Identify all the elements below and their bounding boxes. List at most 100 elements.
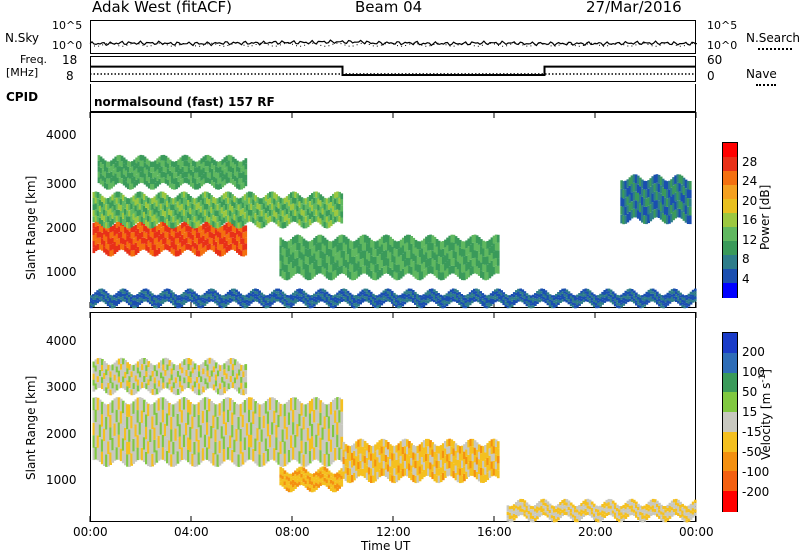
power-echo-cell: [174, 296, 177, 300]
power-echo-cell: [172, 237, 176, 244]
velocity-echo-cell: [285, 402, 289, 415]
power-echo-cell: [630, 289, 634, 292]
power-echo-cell: [124, 214, 127, 221]
power-echo-cell: [448, 266, 452, 275]
power-echo-cell: [199, 194, 203, 201]
power-echo-cell: [149, 204, 152, 211]
power-echo-cell: [111, 194, 115, 201]
power-echo-cell: [185, 243, 189, 250]
power-echo-cell: [240, 250, 243, 257]
power-echo-cell: [431, 243, 435, 251]
power-echo-cell: [329, 202, 333, 208]
velocity-echo-cell: [229, 435, 232, 448]
power-echo-cell: [235, 300, 238, 303]
power-echo-cell: [264, 207, 268, 214]
power-echo-cell: [238, 248, 241, 255]
power-echo-cell: [580, 293, 583, 297]
power-echo-cell: [580, 296, 583, 299]
power-echo-cell: [155, 243, 159, 250]
power-echo-cell: [109, 208, 112, 215]
power-echo-cell: [214, 210, 218, 217]
velocity-echo-cell: [389, 473, 392, 482]
power-echo-cell: [655, 182, 659, 192]
power-echo-cell: [170, 210, 173, 217]
velocity-echo-cell: [450, 439, 454, 447]
velocity-echo-cell: [252, 423, 255, 437]
velocity-echo-cell: [266, 398, 270, 412]
power-echo-cell: [670, 205, 673, 214]
power-echo-cell: [393, 263, 397, 272]
power-echo-cell: [212, 294, 215, 297]
power-echo-cell: [113, 223, 117, 230]
power-echo-cell: [403, 301, 407, 305]
velocity-echo-cell: [161, 409, 165, 423]
power-echo-cell: [300, 236, 304, 245]
power-echo-cell: [424, 302, 428, 306]
velocity-echo-cell: [124, 427, 127, 441]
velocity-echo-cell: [96, 447, 100, 461]
power-echo-cell: [317, 294, 320, 298]
velocity-echo-cell: [231, 399, 234, 413]
power-echo-cell: [691, 297, 695, 301]
power-echo-cell: [632, 208, 636, 218]
power-echo-cell: [313, 296, 316, 299]
power-echo-cell: [130, 296, 133, 300]
power-echo-cell: [289, 254, 293, 263]
power-echo-cell: [216, 198, 220, 205]
velocity-echo-cell: [275, 425, 278, 438]
power-echo-cell: [186, 296, 190, 300]
velocity-echo-cell: [353, 473, 356, 481]
power-echo-cell: [187, 162, 191, 168]
velocity-echo-cell: [313, 409, 316, 423]
velocity-echo-cell: [290, 435, 293, 448]
power-echo-cell: [496, 258, 500, 266]
power-echo-cell: [484, 272, 487, 281]
power-echo-cell: [231, 296, 234, 299]
power-echo-cell: [228, 300, 232, 303]
power-echo-cell: [308, 303, 312, 306]
velocity-echo-cell: [229, 358, 233, 364]
power-echo-cell: [567, 296, 571, 300]
velocity-echo-cell: [94, 409, 98, 423]
power-echo-cell: [196, 183, 199, 190]
freq-tick-top: 18: [62, 53, 78, 67]
power-echo-cell: [376, 300, 379, 304]
power-echo-cell: [153, 305, 156, 308]
power-echo-cell: [247, 295, 251, 298]
power-echo-cell: [647, 180, 650, 189]
velocity-echo-cell: [193, 381, 197, 388]
velocity-echo-cell: [128, 376, 132, 383]
velocity-echo-cell: [336, 483, 339, 488]
velocity-echo-cell: [187, 449, 190, 463]
velocity-echo-cell: [395, 452, 399, 460]
power-echo-cell: [315, 197, 318, 204]
power-echo-cell: [187, 200, 190, 206]
velocity-echo-cell: [103, 403, 106, 417]
power-echo-cell: [237, 198, 241, 205]
power-echo-cell: [256, 299, 259, 302]
power-echo-cell: [258, 210, 262, 217]
power-echo-cell: [220, 297, 224, 301]
velocity-echo-cell: [191, 403, 194, 417]
velocity-echo-cell: [197, 439, 201, 453]
velocity-echo-cell: [289, 473, 293, 478]
power-echo-cell: [477, 244, 481, 253]
power-echo-cell: [689, 302, 693, 305]
velocity-echo-cell: [296, 468, 299, 472]
velocity-echo-cell: [439, 459, 443, 468]
power-echo-cell: [422, 296, 426, 300]
power-echo-cell: [687, 304, 691, 307]
velocity-echo-cell: [321, 402, 325, 415]
power-echo-cell: [664, 294, 668, 298]
velocity-echo-cell: [96, 358, 100, 365]
power-echo-cell: [199, 206, 203, 213]
power-echo-cell: [108, 299, 112, 303]
colorbar-tick-label: -50: [742, 445, 762, 459]
power-echo-cell: [349, 271, 352, 280]
power-echo-cell: [176, 219, 180, 226]
velocity-echo-cell: [370, 453, 373, 461]
power-echo-cell: [557, 302, 560, 305]
velocity-echo-cell: [185, 398, 188, 411]
power-echo-cell: [271, 215, 274, 222]
velocity-echo-cell: [217, 376, 220, 383]
